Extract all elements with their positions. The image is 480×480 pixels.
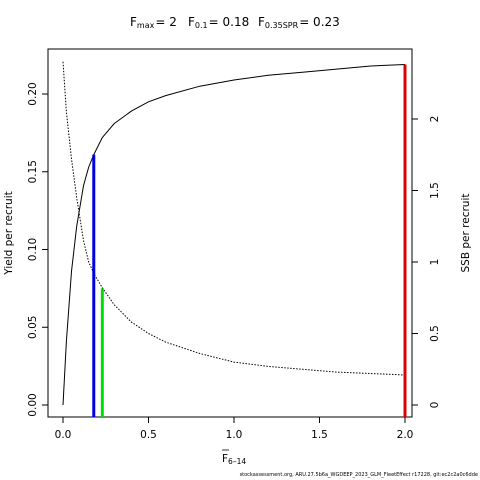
- y-left-tick-label: 0.00: [27, 393, 39, 416]
- footer-note: stockassessment.org, ARU.27.5b6a_WGDEEP_…: [240, 472, 478, 478]
- yield-per-recruit-line: [62, 64, 406, 406]
- title-fmax: Fmax= 2: [130, 15, 177, 30]
- y-left-tick-label: 0.15: [27, 160, 39, 183]
- y-right-tick-label: 1.5: [429, 182, 441, 199]
- y-left-axis-title: Yield per recruit: [3, 191, 15, 275]
- y-left-tick-label: 0.05: [27, 316, 39, 339]
- x-tick-label: 0.5: [140, 429, 157, 441]
- x-axis: 0.0 0.5 1.0 1.5 2.0: [55, 416, 414, 441]
- x-tick-label: 2.0: [397, 429, 414, 441]
- x-tick-label: 1.5: [311, 429, 328, 441]
- y-right-axis: 0 0.5 1 1.5 2: [411, 116, 441, 409]
- x-axis-title: F6–14: [222, 453, 246, 466]
- x-tick-label: 0.0: [55, 429, 72, 441]
- x-tick-label: 1.0: [226, 429, 243, 441]
- y-left-axis: 0.00 0.05 0.10 0.15 0.20: [27, 82, 49, 417]
- y-right-tick-label: 0: [429, 402, 441, 409]
- series-group: [62, 61, 406, 406]
- x-axis-title-symbol: F: [222, 453, 228, 465]
- y-left-tick-label: 0.10: [27, 238, 39, 261]
- y-right-tick-label: 0.5: [429, 325, 441, 342]
- ssb-per-recruit-line: [62, 61, 406, 376]
- title-fspr: F0.35SPR= 0.23: [258, 15, 340, 30]
- title-f01: F0.1= 0.18: [188, 15, 249, 30]
- y-right-axis-title: SSB per recruit: [460, 194, 472, 273]
- chart-title: Fmax= 2 F0.1= 0.18 F0.35SPR= 0.23: [130, 15, 340, 30]
- y-right-tick-label: 1: [429, 259, 441, 266]
- y-left-tick-label: 0.20: [27, 82, 39, 105]
- reference-lines: [92, 64, 407, 417]
- y-right-tick-label: 2: [429, 116, 441, 123]
